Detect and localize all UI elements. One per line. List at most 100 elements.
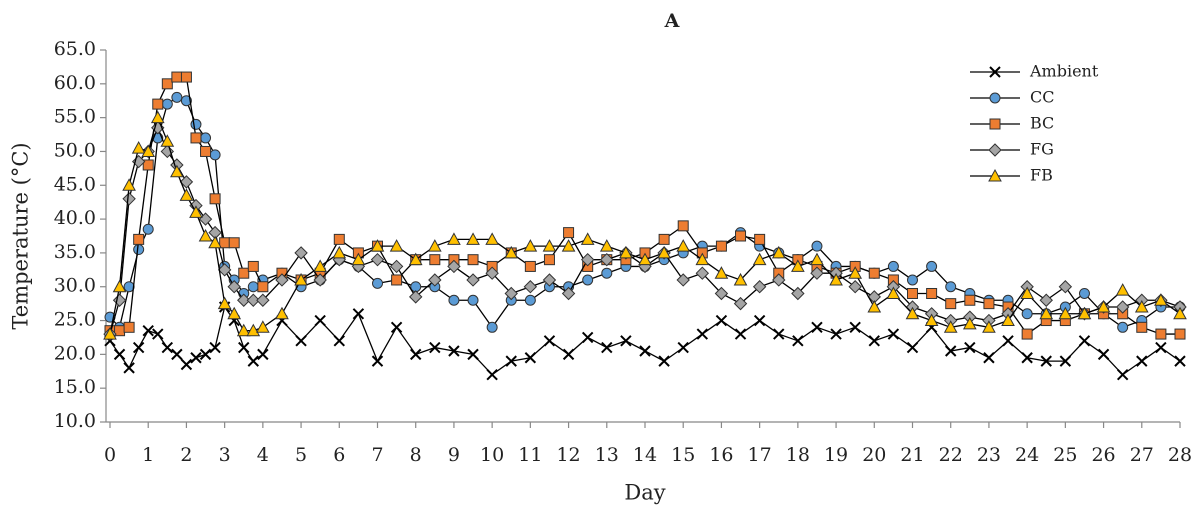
marker — [658, 355, 670, 367]
marker — [563, 227, 575, 239]
marker — [275, 306, 289, 320]
marker — [199, 348, 212, 361]
marker — [217, 296, 232, 310]
y-axis-label: Temperature (°C) — [9, 142, 33, 329]
y-tick-label: 45.0 — [54, 173, 96, 195]
marker — [773, 328, 785, 340]
marker — [830, 328, 842, 340]
marker — [428, 273, 442, 287]
marker — [599, 239, 614, 252]
marker — [389, 239, 404, 252]
legend-label: FB — [1030, 166, 1053, 185]
marker — [523, 280, 538, 294]
x-tick-label: 19 — [824, 444, 848, 466]
marker — [314, 314, 326, 327]
marker — [696, 328, 709, 340]
y-tick-label: 40.0 — [54, 207, 96, 229]
marker — [943, 320, 958, 333]
marker — [945, 298, 957, 310]
chart-title: A — [664, 10, 680, 32]
marker — [179, 188, 194, 201]
marker — [733, 272, 748, 286]
marker — [715, 240, 727, 252]
y-tick-label: 65.0 — [54, 38, 96, 60]
marker — [447, 259, 461, 274]
marker — [198, 212, 213, 226]
marker — [1078, 335, 1091, 347]
x-tick-label: 11 — [518, 444, 542, 466]
x-tick-label: 5 — [295, 444, 307, 466]
marker — [275, 273, 289, 287]
marker — [1136, 321, 1148, 333]
marker — [1059, 355, 1072, 367]
marker — [887, 260, 899, 272]
marker — [1097, 348, 1110, 361]
marker — [983, 352, 995, 364]
marker — [735, 230, 747, 242]
x-tick-label: 18 — [786, 444, 810, 466]
marker — [1039, 293, 1053, 307]
marker — [246, 323, 261, 337]
marker — [601, 341, 613, 354]
x-tick-label: 23 — [977, 444, 1001, 466]
x-tick-label: 16 — [709, 444, 733, 466]
marker — [122, 178, 136, 191]
marker — [247, 281, 259, 293]
marker — [676, 239, 691, 252]
marker — [294, 272, 308, 286]
legend-label: FG — [1030, 140, 1054, 159]
marker — [523, 239, 538, 252]
x-tick-label: 20 — [862, 444, 886, 466]
marker — [810, 266, 824, 280]
marker — [945, 345, 957, 357]
marker — [924, 313, 939, 327]
y-tick-label: 25.0 — [54, 309, 96, 331]
marker — [142, 159, 154, 171]
marker — [504, 286, 518, 301]
marker — [620, 335, 632, 347]
marker — [810, 252, 824, 266]
marker — [246, 293, 261, 307]
y-tick-label: 60.0 — [54, 72, 96, 94]
marker — [1155, 341, 1167, 354]
marker — [238, 341, 250, 354]
marker — [429, 341, 441, 354]
marker — [848, 266, 863, 279]
marker — [983, 298, 995, 310]
marker — [313, 259, 328, 272]
marker — [171, 348, 183, 361]
marker — [962, 316, 977, 330]
marker — [209, 341, 221, 354]
marker — [639, 345, 651, 357]
marker — [753, 314, 766, 327]
marker — [372, 277, 383, 289]
y-tick-label: 10.0 — [54, 410, 96, 432]
marker — [811, 321, 823, 334]
marker — [792, 335, 804, 347]
marker — [152, 328, 164, 340]
marker — [351, 252, 366, 266]
legend-label: CC — [1030, 88, 1054, 107]
legend-marker — [988, 143, 1002, 157]
x-tick-label: 12 — [556, 444, 580, 466]
marker — [133, 244, 145, 256]
marker — [1077, 306, 1092, 320]
marker — [257, 281, 269, 293]
marker — [772, 273, 786, 287]
marker — [1115, 283, 1130, 296]
marker — [133, 233, 145, 245]
marker — [677, 341, 689, 354]
marker — [391, 274, 403, 286]
marker — [123, 362, 135, 374]
marker — [1174, 328, 1186, 340]
marker — [715, 314, 728, 327]
marker — [1154, 293, 1168, 306]
marker — [237, 293, 251, 307]
x-tick-label: 15 — [671, 444, 695, 466]
marker — [964, 341, 976, 354]
marker — [1174, 355, 1186, 367]
marker — [370, 252, 385, 267]
marker — [1039, 306, 1054, 320]
marker — [695, 252, 710, 266]
